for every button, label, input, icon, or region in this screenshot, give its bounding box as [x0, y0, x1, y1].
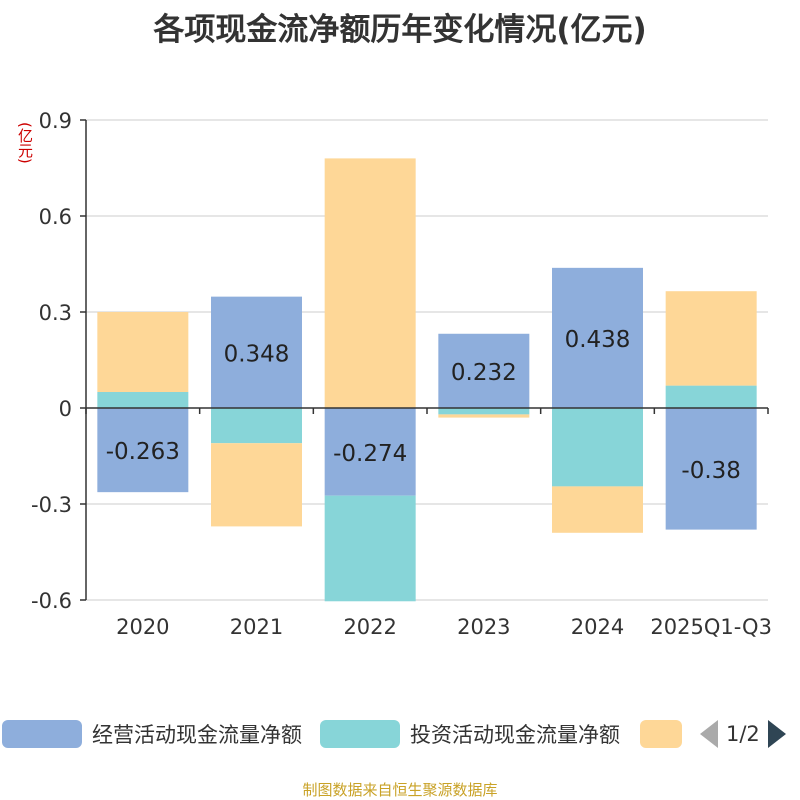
- bar-segment-series-0: [97, 408, 189, 493]
- bar-segment-series-0: [552, 267, 643, 408]
- legend-swatch-operating: [2, 720, 82, 748]
- x-tick-label: 2023: [457, 615, 510, 639]
- data-label: 0.232: [451, 360, 517, 386]
- pager-next-icon[interactable]: [767, 720, 786, 748]
- bar-segment-series-2: [324, 158, 416, 408]
- x-tick-label: 2020: [116, 615, 169, 639]
- y-tick-label: -0.3: [31, 493, 72, 517]
- chart-title: 各项现金流净额历年变化情况(亿元): [153, 12, 647, 48]
- legend-item-operating[interactable]: 经营活动现金流量净额: [2, 720, 302, 748]
- y-tick-label: 0.9: [39, 109, 72, 133]
- data-label: -0.263: [106, 439, 180, 465]
- x-tick-label: 2022: [343, 615, 396, 639]
- bar-segment-series-1: [97, 392, 189, 408]
- bar-segment-series-0: [438, 333, 530, 408]
- legend-item-financing[interactable]: [640, 720, 692, 748]
- bar-segment-series-1: [552, 408, 643, 487]
- x-tick-label: 2021: [230, 615, 283, 639]
- pager-text: 1/2: [726, 722, 760, 746]
- bar-segment-series-2: [97, 312, 189, 392]
- data-label: -0.274: [333, 441, 407, 467]
- x-tick-label: 2024: [571, 615, 624, 639]
- y-axis-unit-label: (亿元): [16, 122, 34, 164]
- bar-segment-series-1: [438, 408, 530, 415]
- bar-segment-series-1: [665, 385, 757, 408]
- stacked-bar-chart: -0.6 -0.3 0 0.3 0.6 0.9 -0.263 2020 0.348 2021 -0.…: [31, 109, 772, 639]
- bar-segment-series-0: [324, 408, 416, 496]
- bar-segment-series-2: [552, 486, 643, 533]
- legend: 经营活动现金流量净额 投资活动现金流量净额 1/2: [0, 712, 800, 756]
- bar-segment-series-0: [665, 408, 757, 530]
- legend-item-investing[interactable]: 投资活动现金流量净额: [320, 720, 620, 748]
- legend-label-investing: 投资活动现金流量净额: [410, 723, 620, 747]
- y-tick-label: -0.6: [31, 589, 72, 613]
- legend-pager: 1/2: [700, 720, 786, 748]
- bar-segment-series-2: [438, 414, 530, 418]
- legend-label-operating: 经营活动现金流量净额: [92, 723, 302, 747]
- bar-segment-series-1: [211, 408, 302, 444]
- bar-segment-series-2: [665, 291, 757, 386]
- bar-segment-series-2: [211, 443, 302, 527]
- y-tick-label: 0.3: [39, 301, 72, 325]
- data-source-note: 制图数据来自恒生聚源数据库: [302, 781, 498, 799]
- data-label: -0.38: [681, 458, 741, 484]
- legend-swatch-investing: [320, 720, 400, 748]
- pager-prev-icon[interactable]: [700, 720, 718, 748]
- data-label: 0.438: [565, 327, 631, 353]
- legend-swatch-financing: [640, 720, 682, 748]
- bar-segment-series-1: [324, 495, 416, 602]
- y-tick-label: 0.6: [39, 205, 72, 229]
- data-label: 0.348: [224, 341, 290, 367]
- y-tick-label: 0: [59, 397, 72, 421]
- bar-segment-series-0: [211, 296, 302, 408]
- x-tick-label: 2025Q1-Q3: [650, 615, 772, 639]
